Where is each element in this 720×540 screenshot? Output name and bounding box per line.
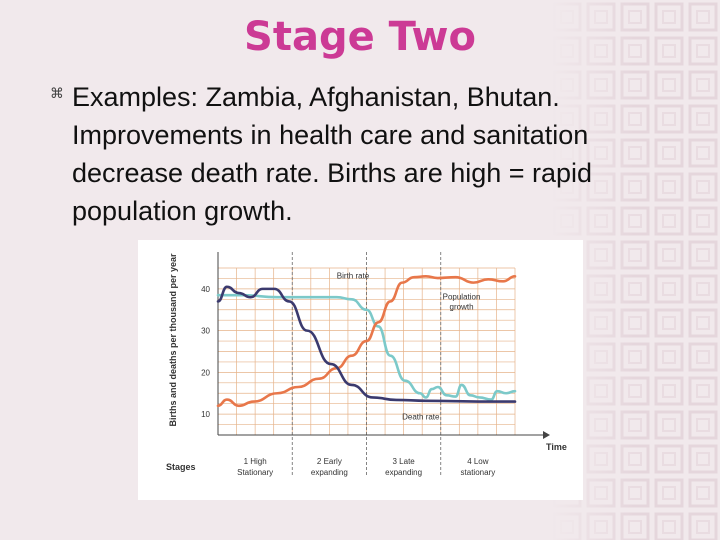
chart-lines <box>216 275 517 408</box>
stage-3-line2: expanding <box>385 468 422 477</box>
command-icon: ⌘ <box>50 86 64 102</box>
y-tick-label: 10 <box>201 410 210 419</box>
population-growth-label-2: growth <box>450 302 474 311</box>
death-rate-line <box>216 285 517 403</box>
death-rate-label: Death rate <box>402 413 440 422</box>
birth-rate-line <box>216 275 517 408</box>
chart-texts: 10 20 30 40 Births and deaths per thousand p… <box>166 253 567 477</box>
slide-title: Stage Two <box>244 14 476 60</box>
y-tick-label: 20 <box>201 368 210 377</box>
y-axis-title: Births and deaths per thousand per year <box>168 253 178 427</box>
stage-4-line1: 4 Low <box>467 457 489 466</box>
stages-label: Stages <box>166 462 196 472</box>
stage-2-line2: expanding <box>311 468 348 477</box>
stage-2-line1: 2 Early <box>317 457 342 466</box>
bullet-text: Examples: Zambia, Afghanistan, Bhutan. I… <box>72 82 593 226</box>
x-axis-title: Time <box>546 442 567 452</box>
stage-1-line2: Stationary <box>237 468 273 477</box>
population-growth-label-1: Population <box>443 292 481 301</box>
chart-grid <box>217 252 516 476</box>
stage-1-line1: 1 High <box>244 457 267 466</box>
demographic-transition-chart: 10 20 30 40 Births and deaths per thousand p… <box>138 240 583 500</box>
x-axis-arrowhead <box>543 431 550 439</box>
chart-svg: 10 20 30 40 Births and deaths per thousand p… <box>166 252 567 477</box>
stage-3-line1: 3 Late <box>393 457 416 466</box>
y-tick-label: 40 <box>201 285 210 294</box>
stage-4-line2: stationary <box>461 468 496 477</box>
birth-rate-label: Birth rate <box>337 271 370 280</box>
y-tick-label: 30 <box>201 327 210 336</box>
population-growth-line <box>216 293 517 401</box>
